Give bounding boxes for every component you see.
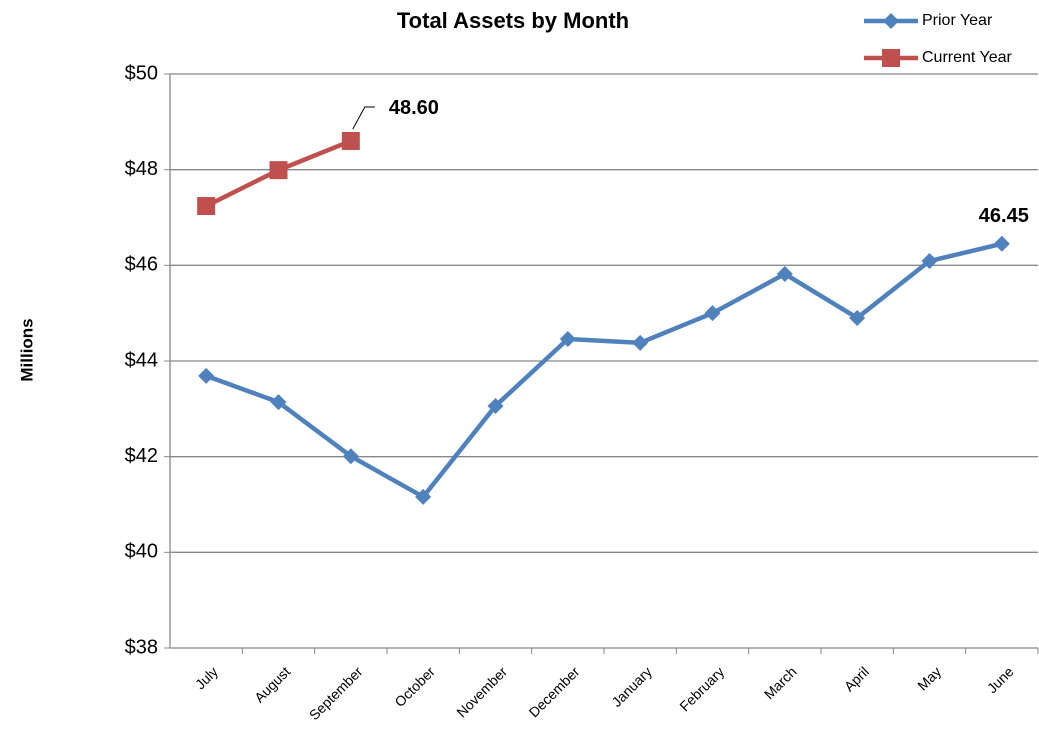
marker [341,131,360,150]
legend-label: Current Year [922,49,1013,66]
y-tick-label: $46 [125,254,158,276]
x-tick-label: March [761,663,800,702]
x-tick-label: January [608,663,655,710]
marker [632,334,649,351]
x-tick-label: June [984,663,1017,696]
leader-line [352,106,375,130]
y-tick-label: $42 [125,445,158,467]
marker [559,330,576,347]
y-tick-label: $40 [125,541,158,563]
marker [415,488,432,505]
marker [704,305,721,322]
marker [993,235,1010,252]
chart-title: Total Assets by Month [397,8,629,33]
x-tick-label: April [841,663,872,694]
x-tick-label: September [306,663,366,723]
x-tick-label: July [192,663,221,692]
x-tick-label: November [453,663,510,720]
marker [921,253,938,270]
x-tick-label: February [676,663,727,714]
marker [197,197,216,216]
x-tick-label: May [914,663,944,693]
series-line [205,241,1003,500]
marker [849,309,866,326]
data-label: 48.60 [389,97,439,119]
y-tick-label: $48 [125,158,158,180]
x-tick-label: August [251,663,293,705]
marker [776,265,793,282]
legend-marker [882,49,900,67]
y-tick-label: $44 [125,349,158,371]
marker [269,161,288,180]
y-tick-label: $50 [125,62,158,84]
x-tick-label: December [526,663,583,720]
marker [270,394,287,411]
x-tick-label: October [391,663,438,710]
legend-marker [883,13,899,29]
data-label: 46.45 [979,205,1029,227]
marker [198,367,215,384]
marker [342,448,359,465]
legend-label: Prior Year [922,12,993,29]
y-tick-label: $38 [125,636,158,658]
y-axis-label: Millions [17,318,36,381]
marker [487,397,504,414]
